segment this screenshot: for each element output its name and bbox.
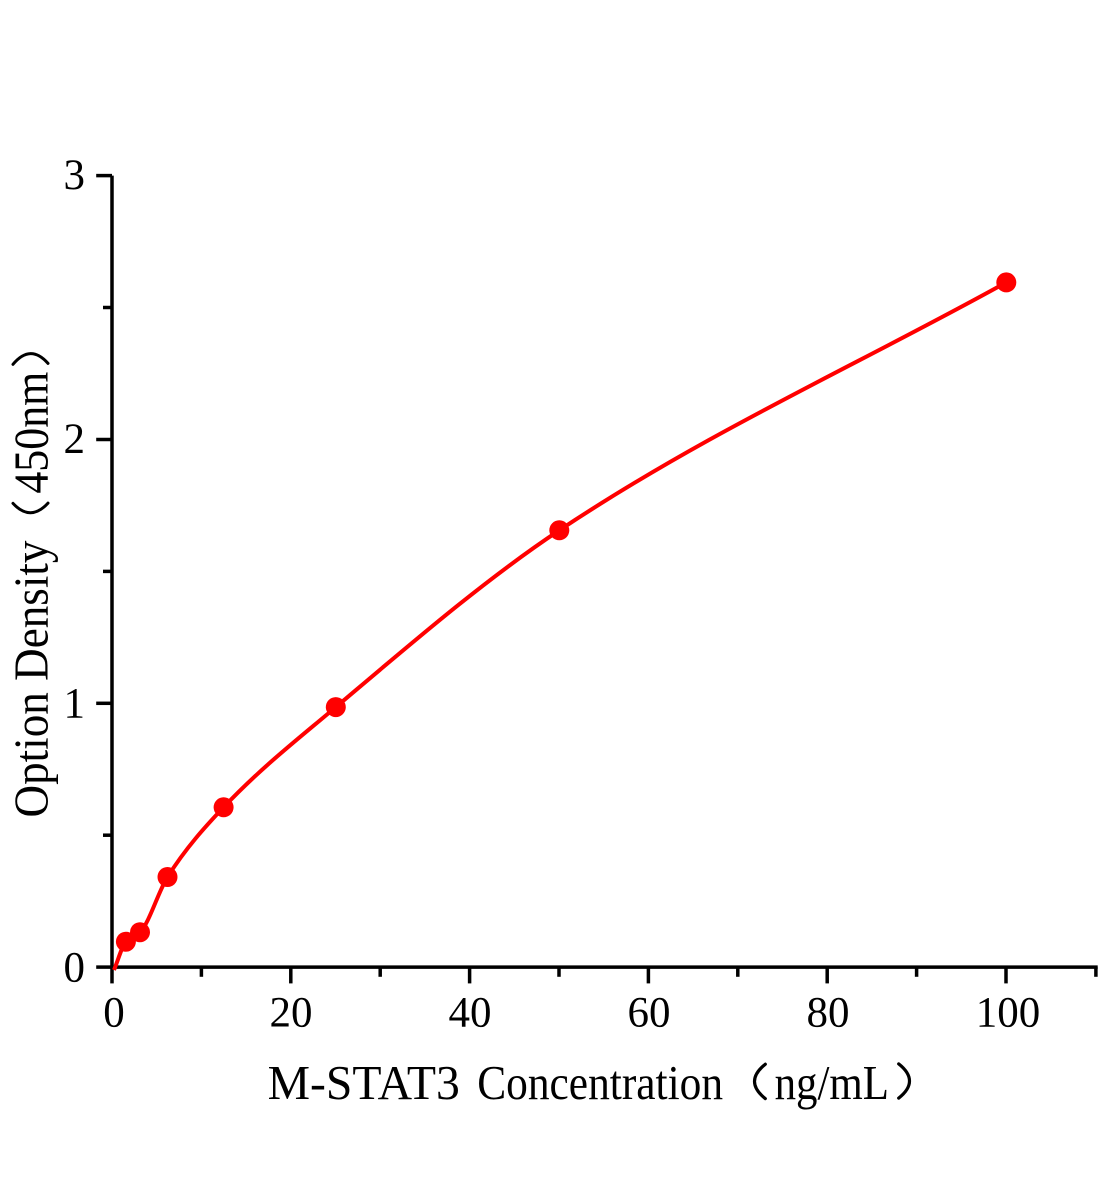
svg-text:100: 100 — [976, 990, 1041, 1037]
svg-text:60: 60 — [628, 990, 671, 1037]
svg-text:2: 2 — [64, 416, 86, 463]
svg-text:Option Density450nm: Option Density450nm — [4, 372, 59, 818]
svg-text:40: 40 — [449, 990, 492, 1037]
svg-text:80: 80 — [807, 990, 850, 1037]
svg-text:1: 1 — [64, 680, 86, 727]
svg-text:20: 20 — [270, 990, 313, 1037]
svg-text:3: 3 — [64, 152, 86, 199]
svg-text:0: 0 — [64, 945, 86, 992]
svg-text:0: 0 — [103, 990, 125, 1037]
